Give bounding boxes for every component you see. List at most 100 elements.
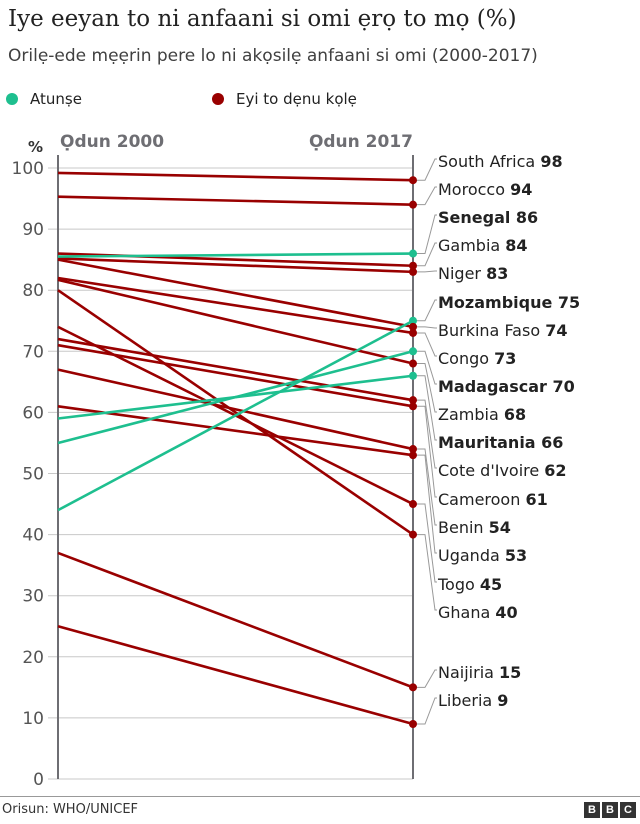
end-point-marker: [409, 445, 417, 454]
country-name: Mauritania: [438, 433, 541, 452]
country-name: Senegal: [438, 208, 516, 227]
series-line: [57, 319, 414, 512]
series-line: [57, 289, 414, 536]
label-leader-line: [413, 299, 437, 322]
country-name: Burkina Faso: [438, 321, 545, 340]
chart-title: Iye eeyan to ni anfaani si omi ẹrọ to mọ…: [8, 6, 517, 32]
slope-chart: 0 10 20 30 40 50 60 70 80 90 100% Ọdun 2000 Ọdun 201…: [12, 132, 581, 790]
label-leader-line: [413, 448, 437, 526]
country-value: 73: [494, 349, 516, 368]
legend-item-improved: Atunṣe: [6, 90, 82, 108]
y-tick-label: 0: [33, 770, 44, 790]
label-leader-line: [413, 375, 437, 441]
country-value: 53: [505, 546, 527, 565]
country-label: Cote d'Ivoire 62: [438, 461, 567, 480]
label-leader-line: [413, 503, 437, 583]
country-value: 94: [510, 180, 532, 199]
country-label: Liberia 9: [438, 691, 508, 710]
country-value: 54: [489, 518, 511, 537]
legend-item-declined: Eyi to dẹnu kọlẹ: [212, 90, 357, 108]
label-leader-line: [413, 363, 437, 413]
end-point-marker: [409, 683, 417, 692]
label-leader-line: [413, 186, 437, 206]
country-label: Naijiria 15: [438, 663, 521, 682]
bbc-logo: B B C: [584, 802, 636, 818]
x-label-2017: Ọdun 2017: [309, 132, 413, 152]
y-tick-label: 40: [22, 526, 44, 546]
end-point-marker: [409, 322, 417, 331]
country-name: Morocco: [438, 180, 510, 199]
end-point-marker: [409, 530, 417, 539]
country-label: Togo 45: [437, 575, 502, 594]
country-name: Gambia: [438, 236, 505, 255]
country-label: Mauritania 66: [438, 433, 563, 452]
end-point-marker: [409, 396, 417, 405]
country-value: 75: [558, 293, 580, 312]
country-label: South Africa 98: [438, 152, 563, 171]
label-leader-line: [413, 399, 437, 469]
logo-letter: B: [602, 802, 618, 818]
end-point-marker: [409, 176, 417, 185]
end-point-marker: [409, 720, 417, 729]
country-label: Senegal 86: [438, 208, 538, 227]
country-name: Congo: [438, 349, 494, 368]
country-label: Uganda 53: [438, 546, 527, 565]
end-point-marker: [409, 328, 417, 337]
x-label-2000: Ọdun 2000: [60, 132, 164, 152]
series-line: [57, 252, 414, 258]
label-leader-line: [413, 697, 437, 725]
country-name: Naijiria: [438, 663, 499, 682]
y-tick-label: 10: [22, 709, 44, 729]
legend-dot-declined-icon: [212, 93, 224, 105]
end-point-marker: [409, 359, 417, 368]
label-leader-line: [413, 326, 437, 329]
y-tick-label: 50: [22, 465, 44, 485]
series-line: [57, 171, 414, 182]
country-value: 86: [516, 208, 538, 227]
country-label: Burkina Faso 74: [438, 321, 567, 340]
country-label: Morocco 94: [438, 180, 532, 199]
end-point-marker: [409, 267, 417, 276]
country-value: 83: [486, 264, 508, 283]
end-point-marker: [409, 451, 417, 460]
legend-label-improved: Atunṣe: [30, 90, 82, 108]
legend-label-declined: Eyi to dẹnu kọlẹ: [236, 90, 357, 108]
end-point-marker: [409, 316, 417, 325]
series-line: [57, 195, 414, 206]
series-line: [57, 337, 414, 402]
country-name: Benin: [438, 518, 489, 537]
country-label: Zambia 68: [438, 405, 526, 424]
end-point-marker: [409, 261, 417, 270]
y-tick-label: 70: [22, 342, 44, 362]
series-line: [57, 624, 414, 726]
legend-dot-improved-icon: [6, 93, 18, 105]
logo-letter: C: [620, 802, 636, 818]
country-value: 74: [545, 321, 567, 340]
end-point-marker: [409, 347, 417, 356]
label-leader-line: [413, 158, 437, 181]
country-name: Cote d'Ivoire: [438, 461, 544, 480]
series-line: [57, 278, 414, 365]
end-point-marker: [409, 500, 417, 509]
footer-divider: [0, 796, 640, 797]
end-point-marker: [409, 200, 417, 209]
country-value: 45: [480, 575, 502, 594]
country-value: 15: [499, 663, 521, 682]
y-tick-label: 100: [12, 159, 44, 179]
chart-subtitle: Orilẹ-ede mẹẹrin pere lo ni akọsilẹ anfa…: [8, 46, 538, 66]
country-name: Ghana: [438, 603, 495, 622]
country-name: Togo: [437, 575, 480, 594]
y-axis-label: %: [28, 138, 43, 156]
country-value: 68: [504, 405, 526, 424]
country-label: Congo 73: [438, 349, 516, 368]
country-label: Ghana 40: [438, 603, 518, 622]
country-label: Mozambique 75: [438, 293, 580, 312]
label-leader-line: [413, 454, 437, 554]
country-value: 98: [540, 152, 562, 171]
label-leader-line: [413, 242, 437, 267]
country-value: 61: [525, 490, 547, 509]
label-leader-line: [413, 350, 437, 385]
country-value: 66: [541, 433, 563, 452]
country-label: Benin 54: [438, 518, 511, 537]
series-line: [57, 405, 414, 457]
